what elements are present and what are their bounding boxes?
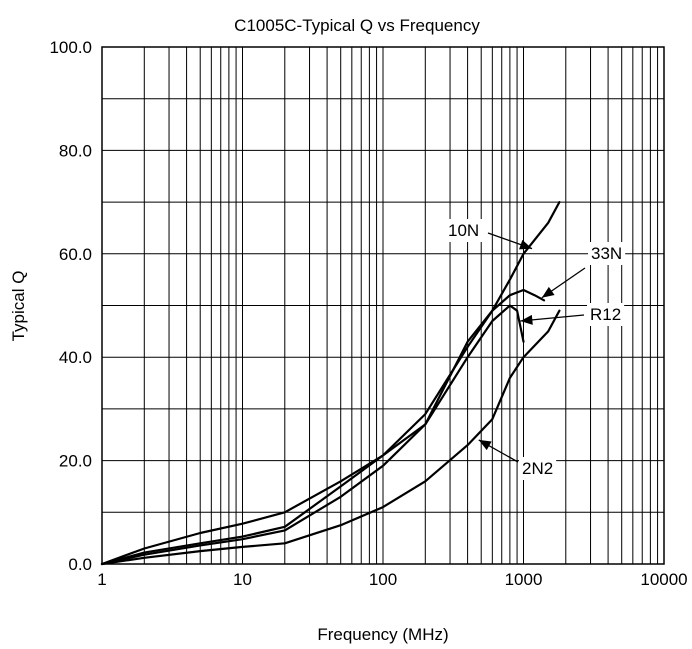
y-tick-label: 100.0 bbox=[49, 38, 92, 57]
y-axis-title: Typical Q bbox=[9, 271, 28, 342]
series-line-33n bbox=[100, 288, 546, 566]
annotation-33n: 33N bbox=[541, 242, 626, 299]
chart-title: C1005C-Typical Q vs Frequency bbox=[234, 16, 480, 35]
series-layer bbox=[100, 201, 561, 566]
x-tick-label: 10 bbox=[233, 570, 252, 589]
x-tick-label: 10000 bbox=[640, 570, 687, 589]
x-axis-title: Frequency (MHz) bbox=[317, 625, 448, 644]
y-tick-label: 0.0 bbox=[68, 555, 92, 574]
annotation-arrowhead bbox=[520, 314, 533, 325]
annotation-layer: 10N 33N R12 2N2 bbox=[445, 219, 626, 480]
annotation-2n2: 2N2 bbox=[478, 439, 557, 480]
grid bbox=[101, 46, 665, 565]
x-tick-label: 1000 bbox=[505, 570, 543, 589]
y-tick-label: 40.0 bbox=[59, 348, 92, 367]
annotation-10n: 10N bbox=[445, 219, 533, 250]
y-tick-label: 80.0 bbox=[59, 141, 92, 160]
series-line-r12 bbox=[100, 304, 525, 566]
series-line-10n bbox=[100, 201, 561, 566]
series-line-2n2 bbox=[100, 309, 561, 566]
annotation-label-bg bbox=[445, 219, 483, 242]
annotation-arrowhead bbox=[541, 286, 555, 298]
x-tick-label: 1 bbox=[97, 570, 106, 589]
annotation-r12: R12 bbox=[520, 303, 625, 326]
y-tick-label: 60.0 bbox=[59, 245, 92, 264]
annotation-label-bg bbox=[587, 303, 625, 326]
annotation-label: 10N bbox=[448, 221, 479, 240]
annotation-label: 33N bbox=[591, 244, 622, 263]
tick-label-layer: 1 10 100 1000 10000 0.0 20.0 40.0 60.0 80.0 100.0 bbox=[49, 38, 687, 589]
y-tick-label: 20.0 bbox=[59, 452, 92, 471]
annotation-label-bg bbox=[519, 457, 557, 480]
plot-frame bbox=[101, 46, 665, 565]
annotation-arrowhead bbox=[519, 239, 533, 250]
annotation-label: 2N2 bbox=[522, 459, 553, 478]
annotation-arrowhead bbox=[478, 439, 492, 451]
annotation-label-bg bbox=[588, 242, 626, 265]
annotation-label: R12 bbox=[590, 305, 621, 324]
x-tick-label: 100 bbox=[369, 570, 397, 589]
